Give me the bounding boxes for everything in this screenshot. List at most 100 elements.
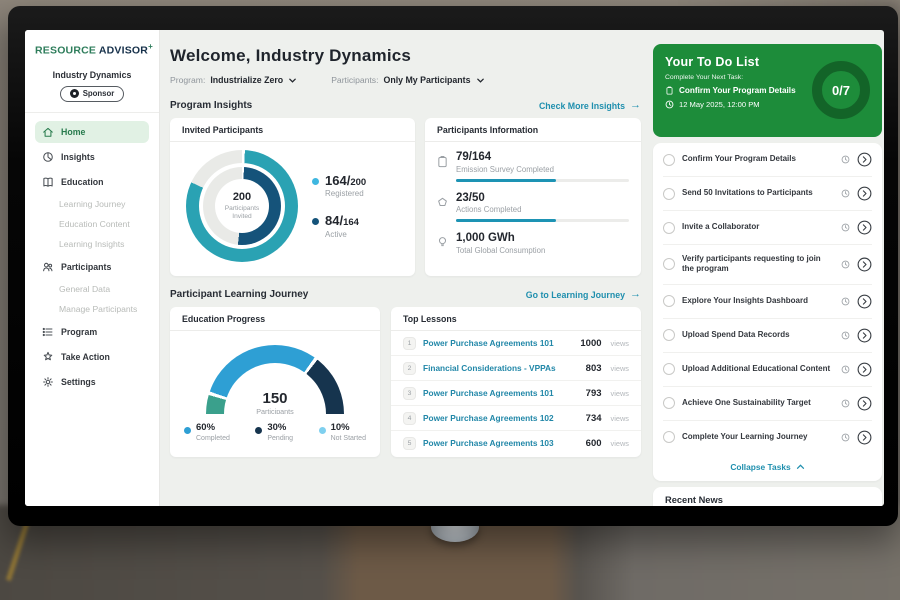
go-to-learning-journey-link[interactable]: Go to Learning Journey →: [526, 289, 641, 300]
education-progress-gauge: 150 Participants: [206, 345, 344, 414]
program-insights-header: Program Insights Check More Insights →: [170, 100, 641, 112]
task-label: Invite a Collaborator: [682, 222, 760, 232]
collapse-tasks-link[interactable]: Collapse Tasks: [663, 454, 872, 481]
clock-icon: [841, 223, 850, 232]
lesson-row[interactable]: 3 Power Purchase Agreements 101 793 view…: [391, 381, 641, 406]
legend-label: Pending: [267, 434, 294, 442]
lesson-link[interactable]: Power Purchase Agreements 101: [423, 338, 554, 348]
task-checkbox-icon[interactable]: [663, 153, 675, 166]
clock-icon: [665, 100, 674, 109]
lesson-link[interactable]: Power Purchase Agreements 101: [423, 388, 554, 398]
lesson-link[interactable]: Financial Considerations - VPPAs: [423, 363, 556, 373]
lesson-row[interactable]: 2 Financial Considerations - VPPAs 803 v…: [391, 356, 641, 381]
lesson-row[interactable]: 4 Power Purchase Agreements 102 734 view…: [391, 406, 641, 431]
sidebar-item-label: Participants: [61, 261, 112, 272]
clipboard-icon: [438, 156, 447, 168]
lightbulb-icon: [438, 237, 447, 247]
lesson-link[interactable]: Power Purchase Agreements 103: [423, 438, 554, 448]
todo-task[interactable]: Complete Your Learning Journey: [663, 421, 872, 454]
task-chevron-button[interactable]: [857, 152, 872, 167]
lesson-row[interactable]: 1 Power Purchase Agreements 101 1000 vie…: [391, 331, 641, 356]
task-chevron-button[interactable]: [857, 362, 872, 377]
participants-filter-value: Only My Participants: [383, 75, 471, 85]
collapse-label: Collapse Tasks: [730, 461, 791, 472]
todo-task[interactable]: Send 50 Invitations to Participants: [663, 177, 872, 211]
views-suffix: views: [610, 438, 629, 448]
todo-subtitle: Complete Your Next Task:: [665, 74, 744, 81]
lesson-rank: 4: [403, 411, 416, 425]
clock-icon: [841, 260, 850, 269]
task-chevron-button[interactable]: [857, 328, 872, 343]
sidebar-item-education-content[interactable]: Education Content: [35, 216, 149, 233]
link-label: Check More Insights: [538, 100, 625, 111]
logo-resource: RESOURCE: [35, 44, 97, 57]
todo-task[interactable]: Verify participants requesting to join t…: [663, 245, 872, 285]
task-checkbox-icon[interactable]: [663, 187, 675, 200]
task-checkbox-icon[interactable]: [663, 295, 675, 308]
clock-icon: [841, 297, 850, 306]
sidebar-item-take-action[interactable]: Take Action: [35, 346, 149, 368]
sponsor-label: Sponsor: [82, 89, 115, 98]
participants-filter[interactable]: Participants: Only My Participants: [331, 75, 484, 85]
sidebar-item-participants[interactable]: Participants: [35, 256, 149, 278]
task-checkbox-icon[interactable]: [663, 258, 675, 271]
task-checkbox-icon[interactable]: [663, 221, 675, 234]
sidebar-item-program[interactable]: Program: [35, 321, 149, 343]
chevron-down-icon: [476, 78, 484, 83]
progress-bar: [456, 219, 629, 223]
participants-filter-label: Participants:: [331, 75, 379, 85]
task-chevron-button[interactable]: [857, 220, 872, 235]
sidebar-item-settings[interactable]: Settings: [35, 371, 149, 393]
todo-task[interactable]: Confirm Your Program Details: [663, 143, 872, 177]
active-dot-icon: [312, 218, 319, 225]
todo-task[interactable]: Upload Spend Data Records: [663, 319, 872, 353]
todo-task[interactable]: Achieve One Sustainability Target: [663, 387, 872, 421]
task-label: Confirm Your Program Details: [682, 154, 796, 164]
legend-registered: 164/200 Registered: [312, 174, 366, 198]
todo-task[interactable]: Explore Your Insights Dashboard: [663, 285, 872, 319]
invited-participants-card: Invited Participants 200 Participants In…: [170, 118, 415, 276]
sidebar-item-learning-journey[interactable]: Learning Journey: [35, 196, 149, 213]
lesson-row[interactable]: 5 Power Purchase Agreements 103 600 view…: [391, 431, 641, 455]
stat-label: Total Global Consumption: [456, 245, 546, 255]
sidebar: RESOURCE ADVISOR+ Industry Dynamics Spon…: [25, 30, 160, 506]
check-more-insights-link[interactable]: Check More Insights →: [539, 100, 641, 111]
todo-task[interactable]: Upload Additional Educational Content: [663, 353, 872, 387]
program-filter-label: Program:: [170, 75, 206, 85]
sidebar-item-label: Insights: [61, 151, 95, 162]
task-checkbox-icon[interactable]: [663, 397, 675, 410]
legend-pct: 30%: [267, 422, 287, 433]
link-label: Go to Learning Journey: [525, 289, 625, 300]
task-checkbox-icon[interactable]: [663, 363, 675, 376]
clock-icon: [841, 189, 850, 198]
task-chevron-button[interactable]: [857, 294, 872, 309]
task-chevron-button[interactable]: [857, 430, 872, 445]
logo-advisor: ADVISOR: [98, 44, 149, 57]
page-title: Welcome, Industry Dynamics: [170, 46, 412, 65]
legend-pct: 10%: [330, 422, 350, 433]
stat-value: 23/50: [456, 191, 485, 204]
sidebar-item-manage-participants[interactable]: Manage Participants: [35, 301, 149, 318]
sidebar-item-education[interactable]: Education: [35, 171, 149, 193]
sidebar-item-insights[interactable]: Insights: [35, 146, 149, 168]
program-filter[interactable]: Program: Industrialize Zero: [170, 75, 297, 85]
pending-dot-icon: [255, 427, 263, 434]
task-checkbox-icon[interactable]: [663, 329, 675, 342]
lesson-link[interactable]: Power Purchase Agreements 102: [423, 413, 554, 423]
action-icon: [438, 197, 447, 206]
completed-dot-icon: [184, 427, 191, 434]
next-task-due: 12 May 2025, 12:00 PM: [665, 100, 796, 109]
sidebar-item-learning-insights[interactable]: Learning Insights: [35, 236, 149, 253]
sponsor-badge[interactable]: Sponsor: [60, 85, 124, 102]
sidebar-item-general-data[interactable]: General Data: [35, 281, 149, 298]
gear-icon: [43, 376, 53, 387]
sidebar-item-home[interactable]: Home: [35, 120, 149, 143]
task-checkbox-icon[interactable]: [663, 431, 675, 444]
todo-task[interactable]: Invite a Collaborator: [663, 211, 872, 245]
task-chevron-button[interactable]: [857, 396, 872, 411]
main-content: Welcome, Industry Dynamics Program: Indu…: [160, 30, 652, 506]
stat-label: Emission Survey Completed: [456, 164, 554, 174]
task-chevron-button[interactable]: [857, 186, 872, 201]
section-title: Participant Learning Journey: [170, 289, 309, 300]
task-chevron-button[interactable]: [857, 257, 872, 272]
